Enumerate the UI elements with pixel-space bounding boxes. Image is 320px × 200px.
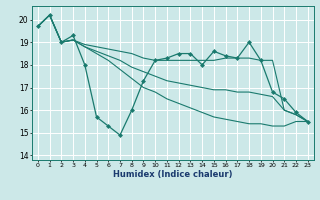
X-axis label: Humidex (Indice chaleur): Humidex (Indice chaleur) — [113, 170, 233, 179]
